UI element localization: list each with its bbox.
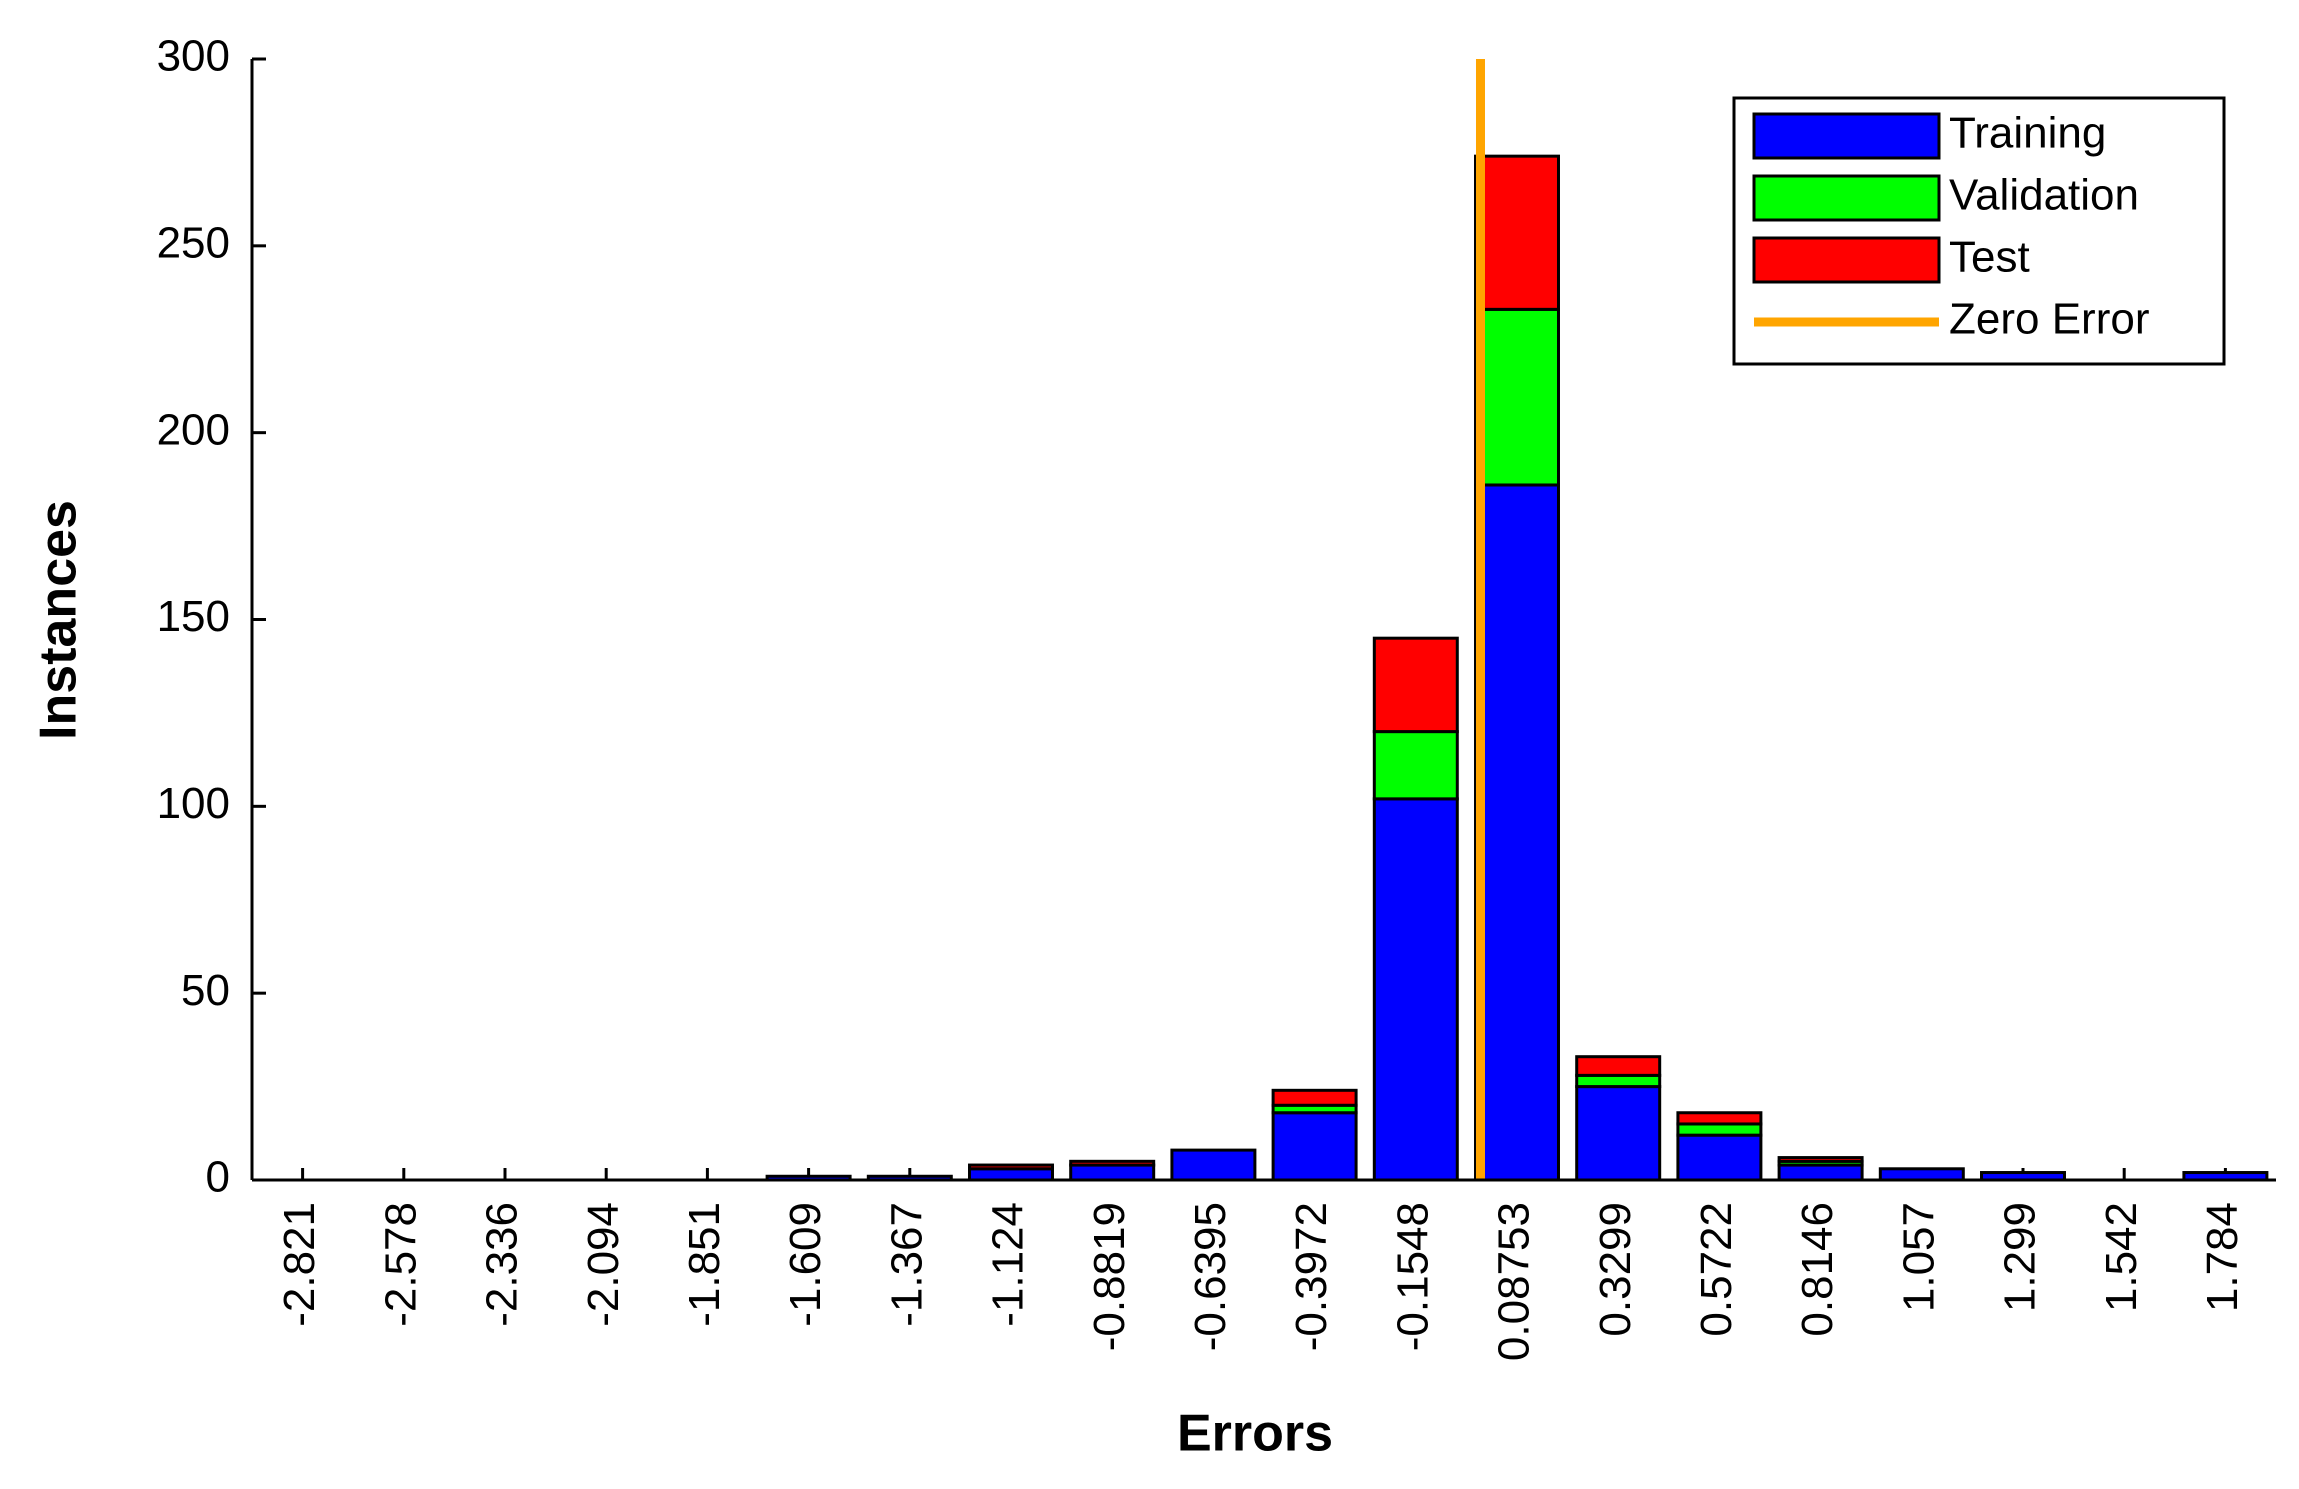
x-tick-label: -2.336 [478, 1202, 527, 1327]
x-tick-label: -0.3972 [1287, 1202, 1336, 1351]
bar-segment [968, 1167, 1054, 1182]
x-tick-label: -1.609 [781, 1202, 830, 1327]
bar-segment [1474, 483, 1560, 1182]
bar-segment [1271, 1088, 1358, 1107]
x-tick-label: 0.3299 [1591, 1202, 1640, 1337]
bar-segment [1676, 1111, 1763, 1126]
x-tick-label: 1.299 [1996, 1202, 2045, 1312]
bar-segment [1372, 636, 1459, 734]
bar-segment [1372, 730, 1459, 801]
x-tick-label: -0.1548 [1388, 1202, 1437, 1351]
y-tick-label: 250 [157, 218, 230, 267]
bar-segment [1777, 1163, 1864, 1182]
x-tick-label: -1.851 [680, 1202, 729, 1327]
x-tick-label: 0.8146 [1793, 1202, 1842, 1337]
legend-label: Test [1949, 233, 2030, 282]
y-tick-label: 100 [157, 779, 230, 828]
bar-segment [1069, 1159, 1156, 1167]
bar-segment [1575, 1055, 1662, 1077]
y-tick-label: 50 [181, 966, 230, 1015]
legend-swatch [1752, 236, 1941, 284]
bar-segment [1474, 307, 1560, 487]
x-tick-label: 1.057 [1894, 1202, 1943, 1312]
bar-segment [1878, 1167, 1965, 1182]
y-tick-label: 200 [157, 405, 230, 454]
x-tick-label: -1.367 [882, 1202, 931, 1327]
x-tick-label: -2.578 [376, 1202, 425, 1327]
bar-segment [1676, 1122, 1763, 1137]
y-tick-label: 0 [206, 1153, 230, 1202]
legend-label: Training [1949, 109, 2106, 158]
bar-segment [1271, 1111, 1358, 1182]
x-tick-label: 0.08753 [1490, 1202, 1539, 1361]
y-axis-title: Instances [30, 500, 88, 740]
x-tick-label: 0.5722 [1692, 1202, 1741, 1337]
x-tick-label: -2.094 [579, 1202, 628, 1327]
bar-segment [1170, 1148, 1257, 1182]
x-axis-title: Errors [1177, 1405, 1333, 1463]
bar-segment [1676, 1133, 1763, 1182]
y-tick-label: 150 [157, 592, 230, 641]
bar-segment [1474, 154, 1560, 311]
bar-segment [1575, 1085, 1662, 1182]
x-tick-label: -0.6395 [1186, 1202, 1235, 1351]
x-tick-label: -2.821 [275, 1202, 324, 1327]
legend-swatch [1752, 174, 1941, 222]
bar-segment [1777, 1156, 1864, 1163]
legend-swatch [1752, 112, 1941, 160]
y-tick-label: 300 [157, 32, 230, 81]
x-tick-label: -0.8819 [1085, 1202, 1134, 1351]
x-tick-label: -1.124 [984, 1202, 1033, 1327]
x-tick-label: 1.784 [2198, 1202, 2247, 1312]
legend-label: Zero Error [1949, 295, 2149, 344]
legend-label: Validation [1949, 171, 2139, 220]
bar-segment [1069, 1163, 1156, 1182]
x-tick-label: 1.542 [2097, 1202, 2146, 1312]
bar-segment [1575, 1073, 1662, 1089]
bar-segment [968, 1163, 1054, 1171]
bar-segment [1372, 797, 1459, 1182]
